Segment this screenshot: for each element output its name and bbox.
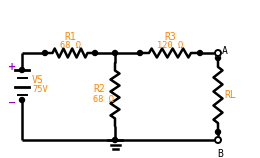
- Text: 120 Ω: 120 Ω: [157, 41, 183, 50]
- Circle shape: [20, 97, 24, 103]
- Circle shape: [93, 51, 98, 55]
- Circle shape: [198, 51, 203, 55]
- Circle shape: [113, 51, 118, 55]
- Circle shape: [215, 137, 221, 143]
- Circle shape: [215, 50, 221, 56]
- Text: R1: R1: [64, 32, 76, 42]
- Text: VS: VS: [32, 75, 44, 85]
- Text: A: A: [222, 46, 228, 56]
- Text: 68 Ω: 68 Ω: [93, 95, 114, 104]
- Text: RL: RL: [224, 90, 236, 100]
- Circle shape: [138, 51, 142, 55]
- Text: −: −: [8, 98, 16, 108]
- Text: R3: R3: [164, 32, 176, 42]
- Circle shape: [20, 67, 24, 73]
- Text: 75V: 75V: [32, 85, 48, 94]
- Circle shape: [216, 55, 220, 61]
- Circle shape: [42, 51, 48, 55]
- Circle shape: [113, 137, 118, 143]
- Text: B: B: [217, 149, 223, 158]
- Circle shape: [216, 130, 220, 134]
- Text: 68 Ω: 68 Ω: [60, 41, 81, 50]
- Text: R2: R2: [93, 85, 105, 94]
- Text: +: +: [8, 62, 16, 72]
